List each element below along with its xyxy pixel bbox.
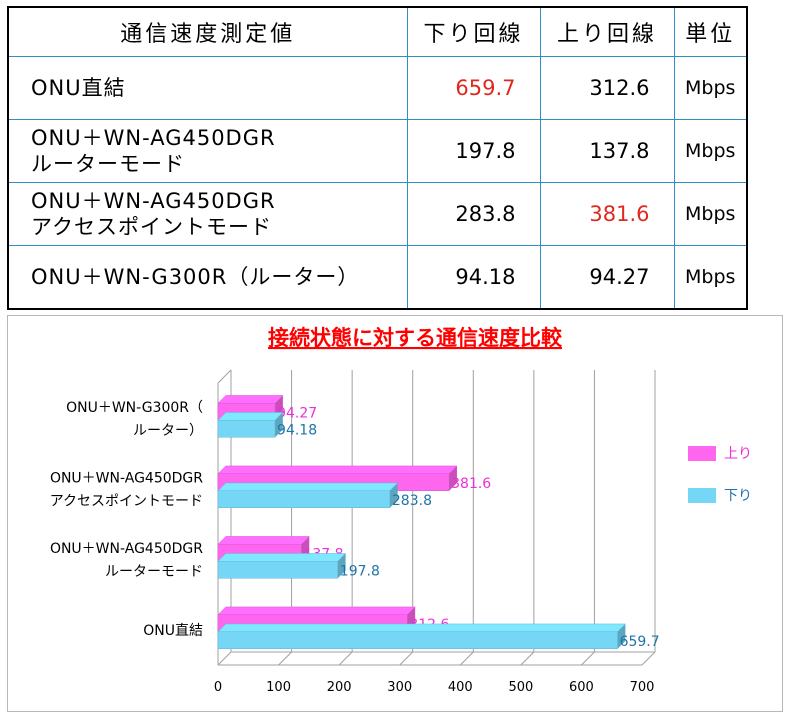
- bar: [217, 490, 391, 508]
- axis-left-top: [217, 369, 232, 384]
- data-label: 197.8: [340, 563, 380, 579]
- table-row: ONU＋WN-G300R（ルーター） 94.18 94.27 Mbps: [7, 245, 748, 310]
- x-tick-label: 700: [630, 680, 655, 695]
- bar-side: [337, 553, 346, 579]
- category-label: ルーター）: [133, 423, 203, 439]
- row-downlink-value: 283.8: [406, 182, 541, 246]
- row-name-line: ONU直結: [31, 75, 126, 100]
- gridline-floor: [641, 651, 656, 666]
- row-uplink-value: 312.6: [539, 56, 675, 120]
- header-measurement: 通信速度測定値: [7, 6, 408, 57]
- row-unit: Mbps: [673, 182, 748, 246]
- row-unit: Mbps: [673, 56, 748, 120]
- row-downlink-value: 94.18: [406, 245, 541, 310]
- row-uplink-value: 137.8: [539, 119, 675, 183]
- legend-label: 上り: [724, 446, 752, 462]
- bar-top: [217, 606, 416, 615]
- bar-top: [217, 412, 284, 421]
- legend-label: 下り: [724, 488, 752, 504]
- header-uplink: 上り回線: [539, 6, 675, 57]
- category-label: ONU＋WN-AG450DGR: [50, 470, 203, 486]
- chart-canvas: 接続状態に対する通信速度比較 0 100 200 300 400 500 600 700 ONU…: [50, 326, 752, 695]
- bar-top: [217, 465, 458, 474]
- bar: [217, 561, 339, 579]
- bar-side: [389, 482, 398, 508]
- row-name: ONU＋WN-G300R（ルーター）: [7, 245, 408, 310]
- row-downlink-value: 659.7: [406, 56, 541, 120]
- bar: [217, 631, 618, 649]
- category-label: ONU＋WN-AG450DGR: [50, 541, 203, 557]
- bar-top: [217, 482, 399, 491]
- row-name: ONU＋WN-AG450DGR アクセスポイントモード: [7, 182, 408, 246]
- header-unit: 単位: [673, 6, 748, 57]
- gridline-floor: [338, 651, 353, 666]
- category-label: ONU直結: [143, 622, 203, 639]
- bar-top: [217, 623, 626, 632]
- header-downlink: 下り回線: [406, 6, 541, 57]
- gridline-floor: [278, 651, 292, 666]
- gridline-floor: [399, 651, 414, 666]
- x-tick-label: 400: [448, 680, 473, 695]
- row-unit: Mbps: [673, 119, 748, 183]
- row-downlink-value: 197.8: [406, 119, 541, 183]
- row-name-line: ONU＋WN-AG450DGR: [31, 125, 276, 150]
- legend-swatch: [688, 446, 716, 461]
- speed-comparison-chart: 接続状態に対する通信速度比較 0 100 200 300 400 500 600 700 ONU…: [7, 315, 783, 712]
- table-row: ONU直結 659.7 312.6 Mbps: [7, 56, 748, 120]
- gridline-floor: [217, 651, 232, 666]
- bar-side: [449, 465, 457, 491]
- chart-plot: 0100200300400500600700ONU直結312.6659.7ONU…: [50, 369, 752, 695]
- row-uplink-value: 381.6: [539, 182, 675, 246]
- gridline-floor: [459, 651, 474, 666]
- category-label: ルーターモード: [105, 564, 203, 580]
- table-row: ONU＋WN-AG450DGR アクセスポイントモード 283.8 381.6 M…: [7, 182, 748, 246]
- row-unit: Mbps: [673, 245, 748, 310]
- data-label: 659.7: [620, 634, 660, 650]
- row-name-line: アクセスポイントモード: [31, 215, 272, 239]
- speed-table: 通信速度測定値 下り回線 上り回線 単位 ONU直結 659.7 312.6 M…: [7, 6, 748, 310]
- x-tick-label: 300: [387, 680, 412, 695]
- x-tick-label: 500: [508, 680, 533, 695]
- bar-top: [217, 536, 310, 545]
- gridline-floor: [581, 651, 595, 666]
- category-label: アクセスポイントモード: [50, 493, 203, 509]
- data-label: 94.18: [277, 422, 317, 438]
- bar-side: [617, 623, 626, 649]
- table-row: ONU＋WN-AG450DGR ルーターモード 197.8 137.8 Mbps: [7, 119, 748, 183]
- x-tick-label: 0: [214, 680, 222, 695]
- table-header-row: 通信速度測定値 下り回線 上り回線 単位: [7, 6, 748, 57]
- bar-top: [217, 553, 347, 562]
- row-name: ONU＋WN-AG450DGR ルーターモード: [7, 119, 408, 183]
- bar: [217, 420, 276, 438]
- row-name-line: ルーターモード: [31, 152, 185, 176]
- bar-side: [275, 412, 283, 438]
- gridline-floor: [520, 651, 535, 666]
- row-name-line: ONU＋WN-AG450DGR: [31, 188, 276, 213]
- x-tick-label: 100: [266, 680, 291, 695]
- x-tick-label: 200: [327, 680, 352, 695]
- row-name: ONU直結: [7, 56, 408, 120]
- x-tick-label: 600: [569, 680, 594, 695]
- bar-top: [217, 395, 284, 404]
- row-name-line: ONU＋WN-G300R（ルーター）: [31, 264, 360, 289]
- data-label: 94.27: [277, 405, 317, 421]
- legend-swatch: [688, 488, 716, 503]
- category-label: ONU＋WN-G300R（: [66, 400, 203, 416]
- row-uplink-value: 94.27: [539, 245, 675, 310]
- data-label: 381.6: [451, 476, 491, 492]
- data-label: 283.8: [392, 493, 432, 509]
- chart-title: 接続状態に対する通信速度比較: [268, 326, 563, 350]
